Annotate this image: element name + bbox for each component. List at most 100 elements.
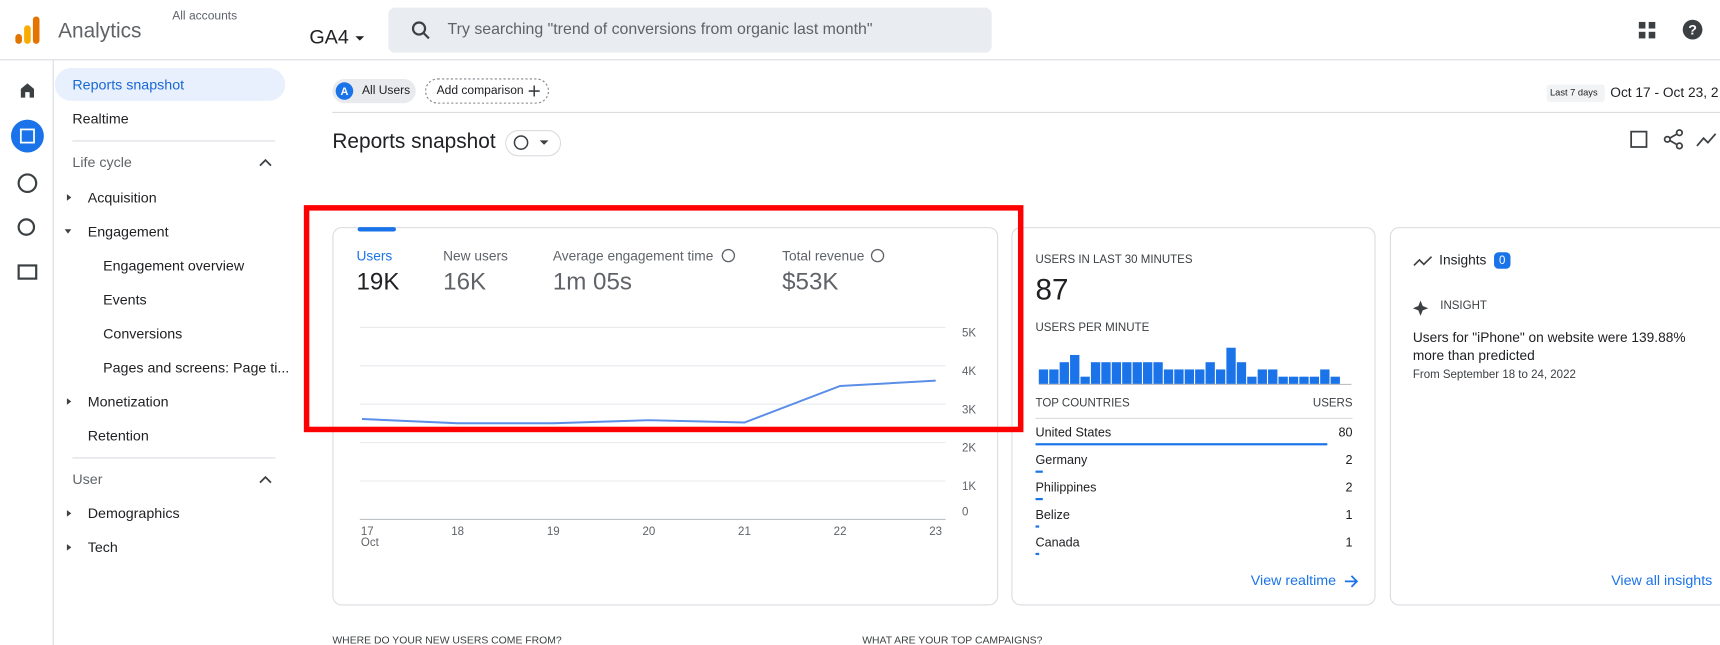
sparkle-icon [1412,300,1429,316]
expand-icon [66,544,72,551]
section-heading: WHERE DO YOUR NEW USERS COME FROM? [332,635,562,645]
share-icon[interactable] [1663,129,1684,150]
page-title: Reports snapshot [332,130,495,153]
metric-value: 16K [443,268,486,295]
realtime-title: USERS IN LAST 30 MINUTES [1036,254,1193,266]
nav-item[interactable]: Tech [88,540,118,556]
y-tick-label: 0 [962,506,968,518]
nav-item[interactable]: Demographics [88,506,180,522]
x-tick-label: 21 [738,526,751,538]
nav-item[interactable]: Conversions [103,326,182,342]
library-icon[interactable] [17,264,38,280]
minute-bar [1278,376,1288,384]
x-tick-label: 19 [547,526,560,538]
collapse-icon [259,475,272,484]
advertising-icon[interactable] [17,218,36,236]
range-chip [1546,84,1605,103]
nav-item[interactable]: Acquisition [88,190,157,206]
y-tick-label: 5K [962,328,976,340]
x-tick-label: 20 [642,526,655,538]
segment-badge: A [340,86,348,98]
country-name: Belize [1036,508,1070,522]
dropdown-icon [539,140,549,145]
country-name: United States [1036,426,1112,440]
nav-item[interactable]: Engagement [88,224,169,240]
minute-bar [1101,362,1111,384]
reports-icon[interactable] [10,119,44,153]
plus-icon [528,85,540,97]
realtime-subtitle: USERS PER MINUTE [1036,322,1150,334]
nav-item[interactable]: Engagement overview [103,258,245,274]
insights-icon [1413,256,1433,267]
y-tick-label: 2K [962,443,976,455]
customize-icon[interactable] [1630,130,1648,148]
country-users: 2 [1346,480,1353,494]
minute-bar [1153,362,1163,384]
nav-item[interactable]: Life cycle [72,155,131,171]
realtime-value: 87 [1036,274,1069,307]
country-users: 1 [1346,535,1353,549]
segment-name: All Users [362,83,410,97]
view-realtime-link[interactable]: View realtime [1251,573,1336,589]
metric-label[interactable]: New users [443,248,508,263]
minute-bar [1049,369,1059,384]
help-icon[interactable] [870,248,885,263]
apps-icon[interactable] [1638,21,1656,39]
insights-title: Insights [1439,253,1486,268]
nav-item[interactable]: Reports snapshot [72,77,184,93]
add-comparison[interactable] [425,78,550,104]
insights-icon[interactable] [1696,133,1717,147]
minute-bar [1226,347,1236,384]
highlight-box [303,205,1024,433]
metric-label[interactable]: Total revenue [782,248,865,263]
country-bar [1035,498,1043,501]
nav-item[interactable]: Realtime [72,111,128,127]
metric-value: 19K [357,268,400,295]
country-name: Germany [1036,453,1089,467]
metric-label[interactable]: Users [357,248,393,263]
metric-label[interactable]: Average engagement time [553,248,714,263]
insights-count-bg [1494,252,1511,269]
metrics-card [332,227,999,606]
insight-text: Users for "iPhone" on website were 139.8… [1412,330,1686,364]
country-name: Philippines [1036,480,1097,494]
account-path[interactable]: All accounts [172,9,237,23]
insights-card [1389,227,1720,606]
minute-bar [1330,376,1340,384]
country-bar [1035,470,1043,473]
minute-bar [1163,369,1174,384]
segment-chip[interactable] [332,78,416,104]
countries-header: TOP COUNTRIES [1036,398,1130,410]
minute-bar [1090,362,1101,384]
property-name[interactable]: GA4 [309,27,349,49]
nav-item[interactable]: Retention [88,428,149,444]
nav-item[interactable]: Monetization [88,394,169,410]
help-icon[interactable] [1682,19,1703,40]
nav-item[interactable]: User [72,472,102,488]
minute-bar [1122,362,1132,384]
view-insights-link[interactable]: View all insights [1611,573,1712,589]
search-icon [422,32,430,40]
country-bar [1035,525,1040,528]
app-name: Analytics [58,19,141,42]
expand-icon [64,229,72,234]
range-label: Last 7 days [1550,88,1598,98]
date-range[interactable]: Oct 17 - Oct 23, 2 [1610,85,1718,100]
y-tick-label: 3K [962,404,976,416]
country-users: 1 [1346,508,1353,522]
explore-icon[interactable] [17,173,38,194]
minute-bar [1247,376,1257,384]
dropdown-icon[interactable] [355,36,365,41]
nav-item[interactable]: Pages and screens: Page ti... [103,360,289,376]
help-icon-glyph: ? [1688,22,1697,38]
insight-text-box: Users for "iPhone" on website were 139.8… [1412,330,1686,364]
arrow-icon[interactable] [1344,575,1359,588]
search-box[interactable] [388,7,992,53]
help-icon[interactable] [721,248,736,263]
country-name: Canada [1036,535,1081,549]
nav-item[interactable]: Events [103,292,147,308]
x-tick-label: 23 [929,526,942,538]
search-placeholder: Try searching "trend of conversions from… [448,21,873,38]
home-icon[interactable] [20,83,35,98]
